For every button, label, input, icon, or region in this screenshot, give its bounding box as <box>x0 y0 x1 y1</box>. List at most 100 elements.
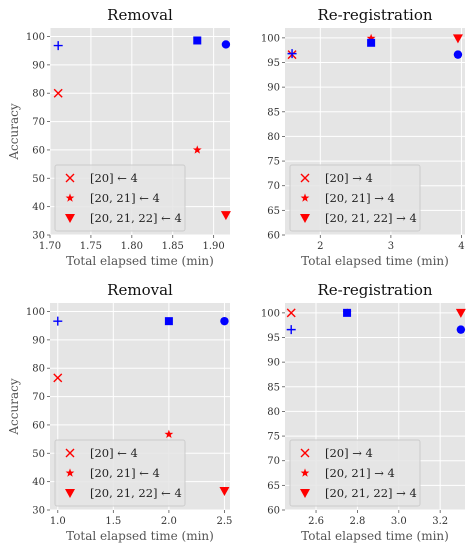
y-tick-label: 95 <box>267 58 280 69</box>
y-tick-label: 100 <box>261 33 280 44</box>
chart-title: Re-registration <box>317 281 432 299</box>
y-tick-label: 40 <box>32 202 45 213</box>
legend-marker-star <box>300 468 310 477</box>
data-point-triangle-down <box>452 34 463 44</box>
x-axis-label: Total elapsed time (min) <box>66 254 214 268</box>
data-point-circle <box>456 325 466 334</box>
y-tick-label: 70 <box>32 117 45 128</box>
chart-panel-3: 1.0 1.5 2.0 2.5 30 40 50 60 70 80 90 100 Removal Tota… <box>7 281 232 543</box>
y-tick-label: 85 <box>267 107 280 118</box>
x-tick-label: 1.80 <box>121 241 143 252</box>
chart-title: Removal <box>107 281 173 299</box>
data-point-x <box>286 308 296 318</box>
y-tick-label: 70 <box>267 456 280 467</box>
y-tick-label: 50 <box>32 174 45 185</box>
legend-entry: [20, 21, 22] ← 4 <box>90 211 182 225</box>
legend-marker-triangle-down <box>300 214 310 223</box>
data-point-plus <box>287 49 297 59</box>
y-tick-label: 30 <box>32 231 45 242</box>
legend-frame <box>289 439 421 507</box>
x-tick-label: 2.5 <box>216 516 232 527</box>
data-point-square <box>367 38 376 47</box>
x-tick-label: 1.90 <box>203 241 225 252</box>
y-tick-label: 65 <box>267 206 280 217</box>
data-point-plus <box>286 325 296 335</box>
x-tick-label: 4 <box>458 241 464 252</box>
legend-entry: [20, 21, 22] → 4 <box>325 211 417 225</box>
x-axis-label: Total elapsed time (min) <box>301 254 449 268</box>
x-tick-label: 3.2 <box>432 516 448 527</box>
data-point-triangle-down <box>220 211 231 221</box>
x-tick-label: 1.85 <box>162 241 184 252</box>
legend: [20] → 4 [20, 21] → 4 [20, 21, 22] → 4 <box>289 164 421 232</box>
legend-marker-x <box>300 448 310 458</box>
legend-entry: [20] → 4 <box>325 446 373 460</box>
data-point-x <box>53 88 63 98</box>
y-tick-label: 70 <box>32 392 45 403</box>
y-tick-label: 75 <box>267 432 280 443</box>
legend-marker-x <box>65 173 75 183</box>
y-tick-label: 65 <box>267 481 280 492</box>
legend-entry: [20, 21] → 4 <box>325 191 395 205</box>
y-tick-label: 90 <box>267 83 280 94</box>
legend-frame <box>54 439 186 507</box>
x-tick-label: 1.70 <box>39 241 61 252</box>
legend: [20] → 4 [20, 21] → 4 [20, 21, 22] → 4 <box>289 439 421 507</box>
y-tick-label: 100 <box>26 307 45 318</box>
y-tick-label: 95 <box>267 333 280 344</box>
chart-title: Re-registration <box>317 6 432 24</box>
chart-panel-1: 1.70 1.75 1.80 1.85 1.90 30 40 50 60 70 80 90 100 Rem… <box>7 6 231 268</box>
y-tick-label: 80 <box>267 407 280 418</box>
data-point-circle <box>221 40 231 49</box>
legend-marker-triangle-down <box>65 489 75 498</box>
data-point-plus <box>53 316 63 326</box>
y-tick-label: 80 <box>267 132 280 143</box>
y-tick-label: 60 <box>267 506 280 517</box>
x-tick-label: 1.75 <box>80 241 102 252</box>
y-tick-label: 40 <box>32 477 45 488</box>
x-tick-label: 2 <box>317 241 323 252</box>
legend-entry: [20] ← 4 <box>90 446 138 460</box>
legend-marker-star <box>300 193 310 202</box>
data-point-circle <box>220 316 229 326</box>
y-tick-label: 60 <box>267 231 280 242</box>
chart-title: Removal <box>107 6 173 24</box>
legend-marker-x <box>300 173 310 183</box>
x-tick-label: 2.8 <box>349 516 365 527</box>
legend: [20] ← 4 [20, 21] ← 4 [20, 21, 22] ← 4 <box>54 439 186 507</box>
y-tick-label: 60 <box>32 420 45 431</box>
data-point-x <box>53 373 63 383</box>
y-tick-label: 90 <box>32 335 45 346</box>
data-point-square <box>193 36 202 45</box>
y-axis-label: Accuracy <box>7 378 21 435</box>
legend-entry: [20, 21, 22] → 4 <box>325 486 417 500</box>
y-tick-label: 85 <box>267 382 280 393</box>
legend-entry: [20, 21] ← 4 <box>90 466 160 480</box>
legend-entry: [20] → 4 <box>325 171 373 185</box>
legend-entry: [20, 21] → 4 <box>325 466 395 480</box>
legend-marker-triangle-down <box>300 489 310 498</box>
legend-entry: [20, 21] ← 4 <box>90 191 160 205</box>
y-tick-label: 70 <box>267 181 280 192</box>
legend-marker-x <box>65 448 75 458</box>
x-axis-label: Total elapsed time (min) <box>301 529 449 543</box>
x-tick-label: 3 <box>388 241 394 252</box>
legend-marker-star <box>65 468 75 477</box>
data-point-triangle-down <box>219 487 230 497</box>
legend-frame <box>289 164 421 232</box>
y-tick-label: 30 <box>32 506 45 517</box>
legend-marker-triangle-down <box>65 214 75 223</box>
y-tick-label: 50 <box>32 449 45 460</box>
data-point-star <box>366 33 376 43</box>
chart-panel-4: 2.6 2.8 3.0 3.2 60 65 70 75 80 85 90 95 100 Re-regist… <box>261 281 466 543</box>
legend-marker-star <box>65 193 75 202</box>
y-tick-label: 90 <box>267 358 280 369</box>
legend-entry: [20, 21, 22] ← 4 <box>90 486 182 500</box>
data-point-circle <box>453 50 463 59</box>
x-tick-label: 2.0 <box>161 516 177 527</box>
data-point-plus <box>53 41 63 51</box>
y-tick-label: 100 <box>261 308 280 319</box>
legend-frame <box>54 164 186 232</box>
data-point-square <box>343 308 352 317</box>
